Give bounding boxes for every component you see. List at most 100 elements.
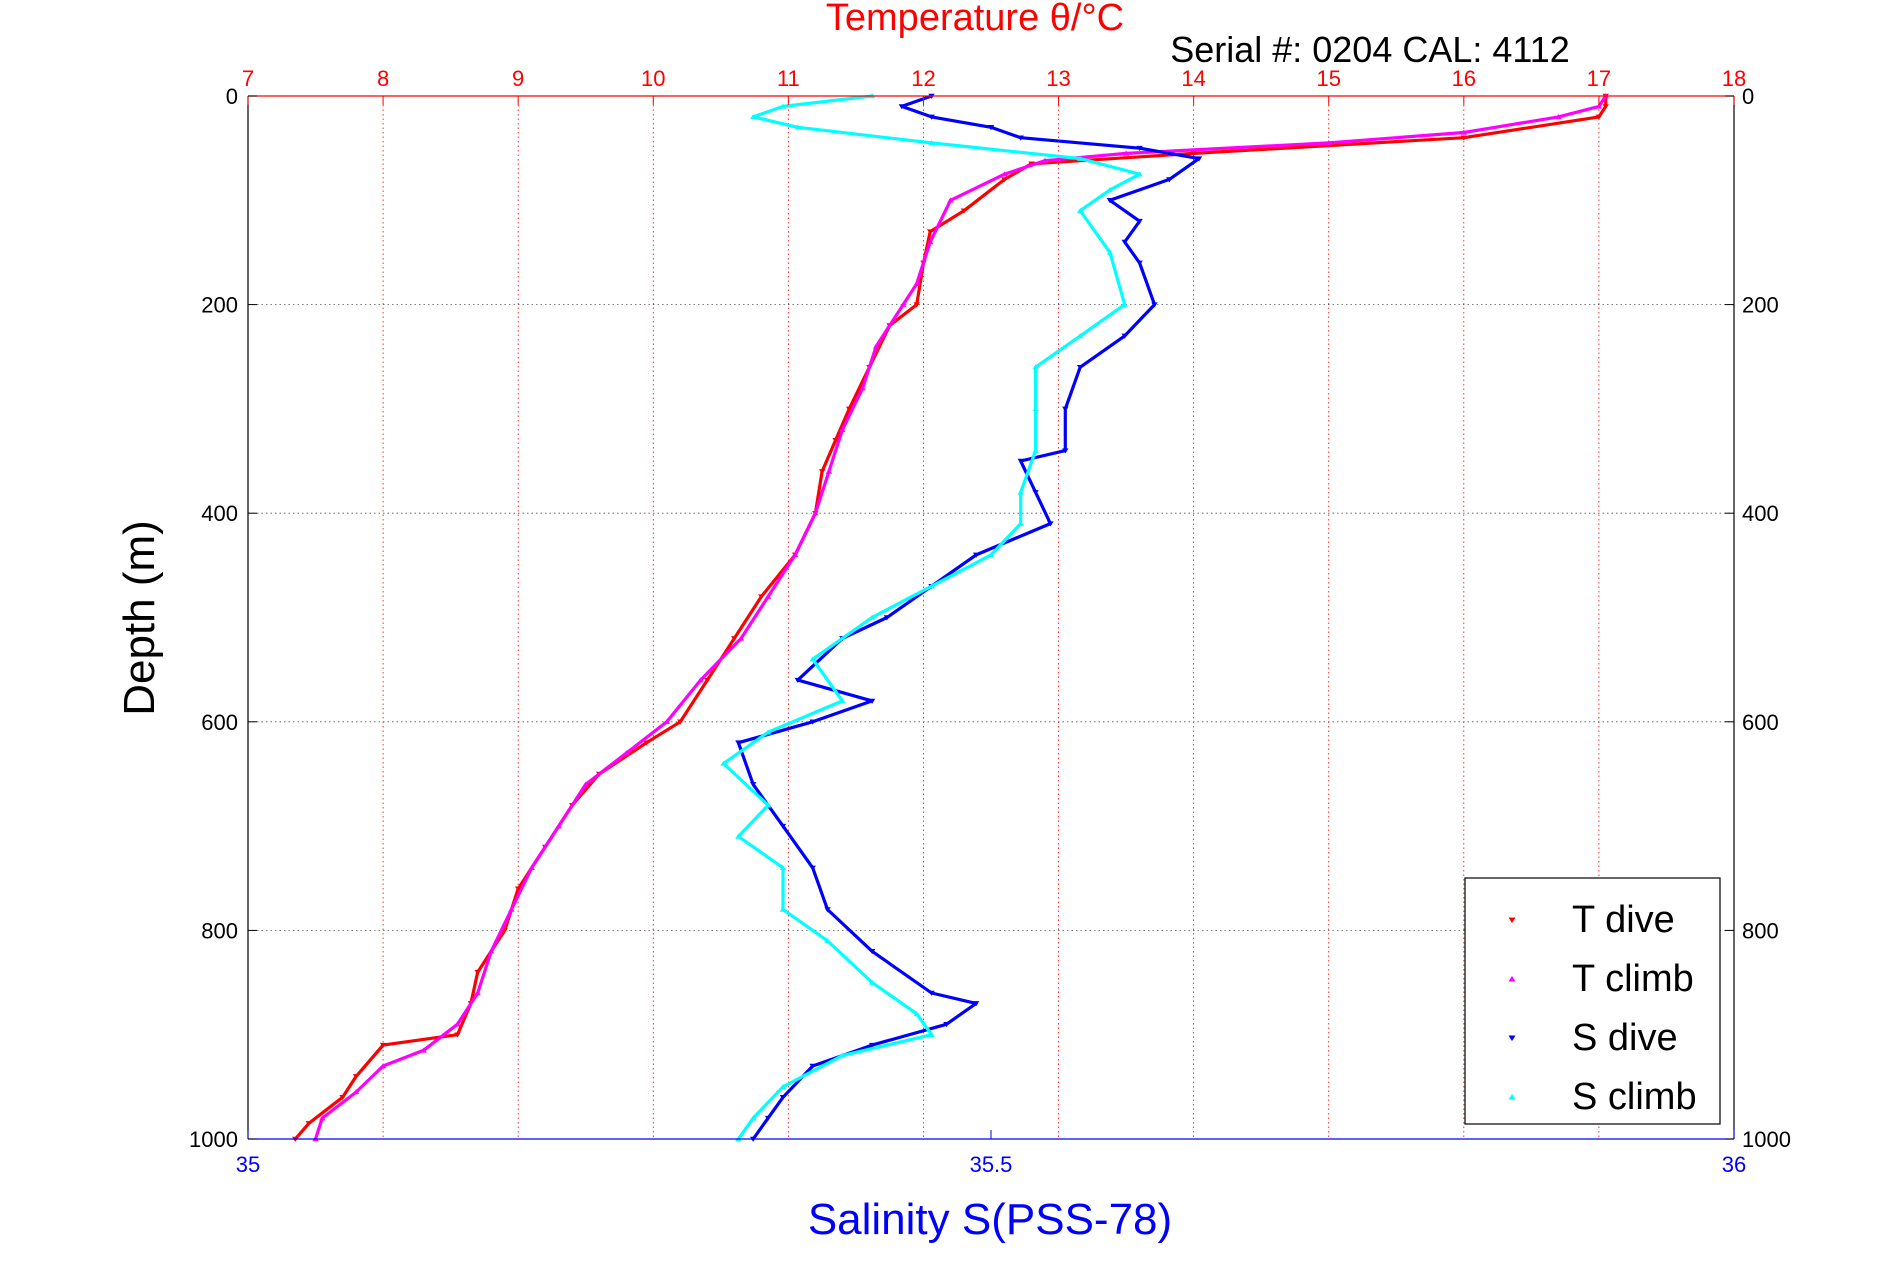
data-point: [943, 1022, 950, 1028]
data-point: [663, 718, 670, 725]
data-point: [779, 906, 787, 912]
data-point: [947, 197, 954, 203]
data-point: [1062, 448, 1069, 454]
temperature-tick-label: 10: [641, 66, 665, 91]
data-point: [928, 140, 935, 146]
data-point: [764, 802, 772, 808]
data-point: [845, 406, 853, 412]
data-point: [735, 740, 742, 746]
data-point: [868, 698, 876, 704]
data-point: [1151, 302, 1158, 308]
legend-item: S climb: [1508, 1076, 1697, 1118]
chart-title: Temperature θ/°C: [826, 0, 1124, 39]
depth-tick-label-right: 200: [1742, 293, 1779, 318]
legend: T dive T climb S dive S climb: [1464, 877, 1721, 1125]
legend-box: [1464, 877, 1721, 1125]
data-point: [1001, 171, 1008, 177]
data-point: [1190, 151, 1197, 157]
depth-tick-label-right: 0: [1742, 84, 1754, 109]
data-point: [1460, 129, 1468, 135]
legend-item: S dive: [1508, 1017, 1678, 1059]
data-point: [1001, 177, 1008, 183]
data-point: [928, 114, 935, 120]
data-point: [1017, 135, 1024, 141]
chart-subtitle: Serial #: 0204 CAL: 4112: [1170, 29, 1570, 70]
data-point: [1017, 520, 1024, 526]
data-point: [809, 656, 816, 662]
data-point: [454, 1032, 461, 1038]
data-point: [1195, 156, 1203, 162]
data-point: [928, 1031, 935, 1037]
data-point: [582, 781, 589, 787]
y-axis-label: Depth (m): [115, 520, 164, 716]
depth-tick-label-right: 600: [1742, 710, 1779, 735]
data-point: [1032, 364, 1039, 370]
depth-tick-label-right: 400: [1742, 501, 1779, 526]
data-point: [764, 729, 772, 735]
depth-tick-label-right: 800: [1742, 918, 1779, 943]
data-point: [779, 864, 787, 871]
data-point: [555, 823, 562, 829]
data-point: [1076, 364, 1084, 371]
depth-tick-label-right: 1000: [1742, 1127, 1791, 1152]
data-point: [1076, 207, 1084, 213]
data-point: [1121, 333, 1128, 339]
data-point: [824, 907, 831, 913]
data-point: [643, 740, 650, 746]
temperature-tick-label: 17: [1587, 66, 1611, 91]
legend-label-s-dive: S dive: [1572, 1017, 1678, 1059]
data-point: [809, 719, 816, 725]
series-s-climb: [720, 93, 1143, 1142]
data-point: [379, 1063, 387, 1069]
data-point: [1121, 301, 1128, 307]
temperature-tick-label: 14: [1181, 66, 1205, 91]
data-point: [379, 1042, 387, 1049]
data-point: [868, 614, 876, 620]
data-point: [1460, 135, 1468, 141]
temperature-tick-label: 12: [911, 66, 935, 91]
data-point: [1047, 521, 1054, 527]
data-point: [1325, 140, 1332, 146]
data-point: [972, 1001, 980, 1007]
data-point: [824, 937, 831, 944]
data-point: [720, 760, 727, 766]
data-point: [1136, 260, 1143, 266]
data-point: [825, 468, 833, 474]
data-point: [474, 969, 481, 975]
depth-tick-label-left: 400: [201, 501, 238, 526]
ticks: 7 8 9 10 11 12 13 14 15 16 17 18 35 35.5 36 0 0 200 200 400…: [189, 66, 1791, 1177]
data-point: [1121, 239, 1128, 245]
data-point: [913, 302, 920, 308]
temperature-tick-label: 9: [512, 66, 524, 91]
data-point: [1041, 157, 1049, 163]
data-point: [1032, 490, 1039, 496]
data-point: [1106, 186, 1114, 193]
data-point: [1017, 489, 1024, 495]
legend-label-t-climb: T climb: [1572, 958, 1694, 1000]
depth-tick-label-left: 800: [201, 918, 238, 943]
data-point: [794, 677, 802, 683]
salinity-tick-label: 35.5: [970, 1152, 1013, 1177]
legend-marker-s-dive: [1508, 1035, 1516, 1042]
data-point: [1122, 150, 1130, 156]
data-point: [750, 782, 757, 788]
depth-tick-label-left: 1000: [189, 1127, 238, 1152]
legend-marker-s-climb: [1508, 1093, 1516, 1100]
data-point: [731, 636, 738, 642]
data-point: [1062, 406, 1069, 412]
data-point: [1106, 249, 1114, 255]
legend-marker-t-dive: [1508, 917, 1516, 924]
data-point: [508, 906, 515, 912]
series-layer: [292, 93, 1609, 1142]
data-point: [928, 583, 935, 589]
temperature-tick-label: 18: [1722, 66, 1746, 91]
data-point: [735, 833, 742, 839]
data-point: [487, 948, 495, 954]
data-point: [623, 750, 630, 756]
data-point: [1595, 114, 1603, 120]
data-point: [1166, 177, 1173, 183]
data-point: [677, 719, 684, 725]
data-point: [928, 990, 935, 996]
series-line: [721, 94, 1142, 1141]
